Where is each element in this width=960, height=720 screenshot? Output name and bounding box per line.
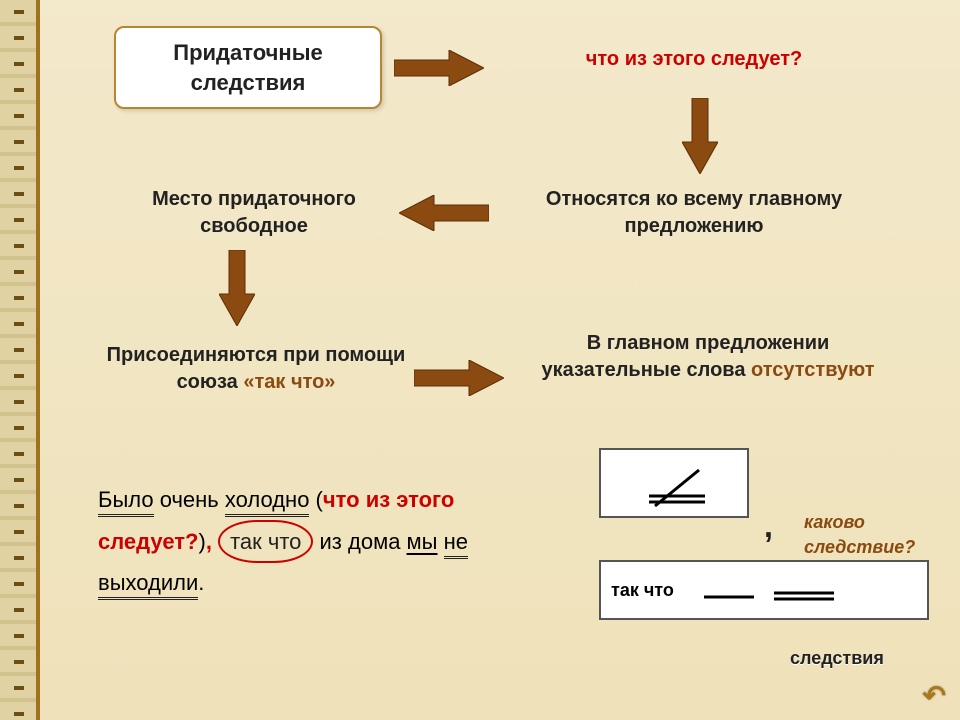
node-question: что из этого следует? — [514, 46, 874, 73]
ex-qopen: ( — [309, 487, 322, 512]
relation-text: Относятся ко всему главному предложению — [546, 188, 842, 237]
node-pointer: В главном предложении указательные слова… — [528, 330, 888, 384]
ex-subj: мы — [407, 529, 438, 554]
scheme-sub-svg — [694, 575, 844, 605]
ex-mid1: очень — [154, 487, 225, 512]
join-conj: «так что» — [243, 371, 335, 393]
scheme-comma-text: , — [764, 508, 773, 544]
example-sentence: Было очень холодно (что из этого следует… — [98, 480, 558, 603]
node-join: Присоединяются при помощи союза «так что… — [96, 342, 416, 396]
bottom-caption: следствия — [790, 648, 884, 669]
scheme-question: каково следствие? — [804, 510, 944, 559]
slide: Придаточные следствия что из этого следу… — [44, 0, 960, 720]
arrow-5 — [414, 360, 504, 396]
arrow-1 — [394, 50, 484, 86]
scheme-main-box — [599, 448, 749, 518]
arrow-2 — [682, 98, 718, 174]
node-place: Место придаточного свободное — [114, 186, 394, 240]
pointer-absent: отсутствуют — [751, 359, 875, 381]
scheme-conj: так что — [611, 580, 674, 601]
node-relation: Относятся ко всему главному предложению — [514, 186, 874, 240]
ex-qclose: ) — [199, 529, 206, 554]
binding — [0, 0, 40, 720]
question-text: что из этого следует? — [586, 48, 802, 70]
ex-pred1b: холодно — [225, 487, 310, 517]
place-text: Место придаточного свободное — [152, 188, 356, 237]
ex-period: . — [198, 570, 204, 595]
ex-part2a: из дома — [313, 529, 406, 554]
scheme-sub-box: так что — [599, 560, 929, 620]
arrow-4 — [219, 250, 255, 326]
ex-comma: , — [206, 529, 218, 554]
bottom-caption-text: следствия — [790, 648, 884, 668]
scheme-main-svg — [611, 456, 741, 510]
scheme-comma: , — [764, 505, 773, 548]
ex-conj: так что — [218, 520, 313, 564]
title-box: Придаточные следствия — [114, 26, 382, 109]
return-icon[interactable]: ↶ — [923, 679, 946, 712]
scheme-question-text: каково следствие? — [804, 512, 915, 557]
arrow-3 — [399, 195, 489, 231]
ex-space — [437, 529, 443, 554]
ex-pred1: Было — [98, 487, 154, 517]
title-text: Придаточные следствия — [173, 40, 322, 95]
